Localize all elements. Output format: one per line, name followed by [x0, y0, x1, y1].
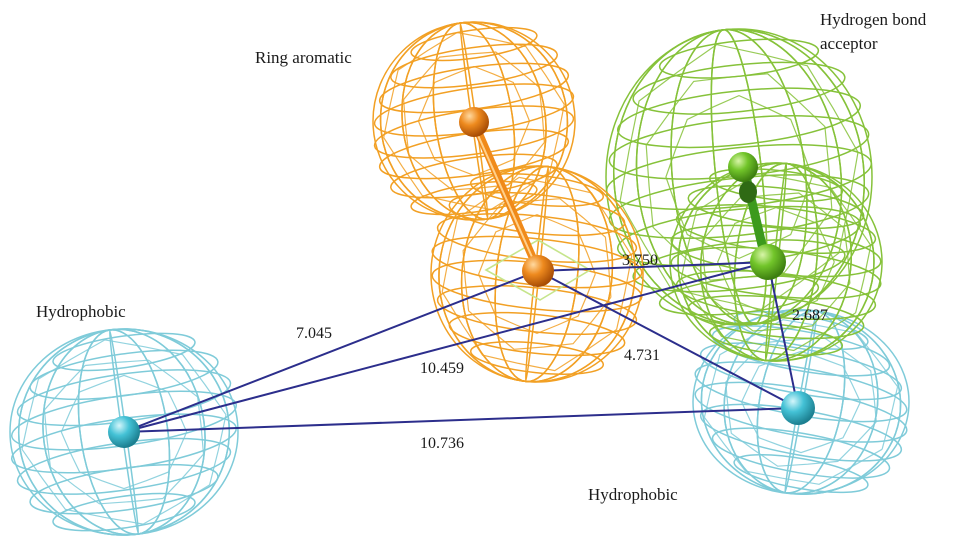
hbond-acceptor-label-line1: Hydrogen bond [820, 10, 927, 29]
mesh-ring [462, 198, 612, 350]
mesh-latitude [632, 239, 846, 293]
distance-lines [123, 261, 799, 433]
hba-vector-tip [739, 181, 757, 203]
mesh-ring [60, 374, 188, 490]
mesh-latitude [410, 26, 538, 62]
ring-aromatic-top-ball [459, 107, 489, 137]
mesh-latitude [29, 463, 219, 515]
mesh-ring [717, 206, 835, 318]
mesh-longitude [677, 162, 875, 362]
ring-plane-marker [484, 239, 592, 301]
mesh-longitude [17, 328, 231, 536]
mesh-latitude [469, 173, 605, 207]
mesh-ring [21, 339, 227, 525]
distance-hydrophobic-left-right-label: 10.736 [420, 435, 464, 452]
mesh-latitude [469, 341, 605, 375]
distance-line-hba-hydrophobic-left [123, 261, 769, 433]
hydrophobic-right-ball [781, 391, 815, 425]
distance-ring-hba-label: 3.750 [622, 252, 658, 269]
mesh-latitude [390, 43, 558, 89]
mesh-latitude [711, 325, 891, 377]
hydrophobic-left-ball [108, 416, 140, 448]
mesh-longitude [612, 28, 866, 326]
mesh-latitude [708, 168, 844, 202]
mesh-latitude [605, 143, 873, 211]
mesh-ring [402, 51, 545, 191]
mesh-ring [478, 213, 596, 335]
hydrophobic-right-label: Hydrophobic [588, 485, 678, 504]
mesh-ring [680, 172, 872, 352]
mesh-ring [701, 192, 851, 332]
hydrophobic-left-label: Hydrophobic [36, 302, 126, 321]
hba-center-ball [750, 244, 786, 280]
mesh-latitude [708, 322, 844, 356]
mesh-latitude [410, 180, 538, 216]
distance-ring-hydrophobic-right-label: 4.731 [624, 347, 660, 364]
mesh-latitude [632, 61, 846, 115]
mesh-latitude [616, 87, 862, 149]
distance-hba-hydrophobic-right-label: 2.687 [792, 307, 828, 324]
mesh-longitude [700, 309, 902, 495]
mesh-ring [441, 176, 633, 372]
mesh-longitude [438, 165, 636, 383]
mesh-ring [725, 337, 877, 467]
hba-sphere-mesh-outer [605, 28, 873, 326]
ring-aromatic-sphere-mesh-upper [372, 21, 576, 221]
distance-ring-hydrophobic-left-label: 7.045 [296, 325, 332, 342]
distance-line-hydrophobic-left-right [123, 407, 799, 433]
mesh-latitude [52, 332, 196, 372]
hba-top-ball [728, 152, 758, 182]
ring-aromatic-center-ball [522, 255, 554, 287]
mesh-latitude [733, 310, 869, 351]
mesh-ring [417, 65, 531, 177]
ring-aromatic-vector-highlight [472, 123, 537, 267]
hbond-acceptor-label-line2: acceptor [820, 34, 878, 53]
mesh-ring [703, 319, 899, 485]
distance-line-ring-hydrophobic-right [537, 270, 799, 409]
mesh-ring [383, 31, 565, 211]
distance-line-hba-hydrophobic-right [767, 261, 799, 409]
ring-aromatic-label: Ring aromatic [255, 48, 352, 67]
mesh-latitude [711, 427, 891, 479]
distance-line-ring-hba [537, 261, 769, 272]
mesh-ring [43, 359, 205, 505]
mesh-ring [740, 350, 861, 454]
distance-line-ring-hydrophobic-left [123, 270, 539, 433]
distance-hba-hydrophobic-left-label: 10.459 [420, 360, 464, 377]
mesh-ring [665, 94, 813, 260]
mesh-latitude [52, 492, 196, 532]
mesh-ring [619, 43, 859, 311]
mesh-latitude [733, 453, 869, 494]
